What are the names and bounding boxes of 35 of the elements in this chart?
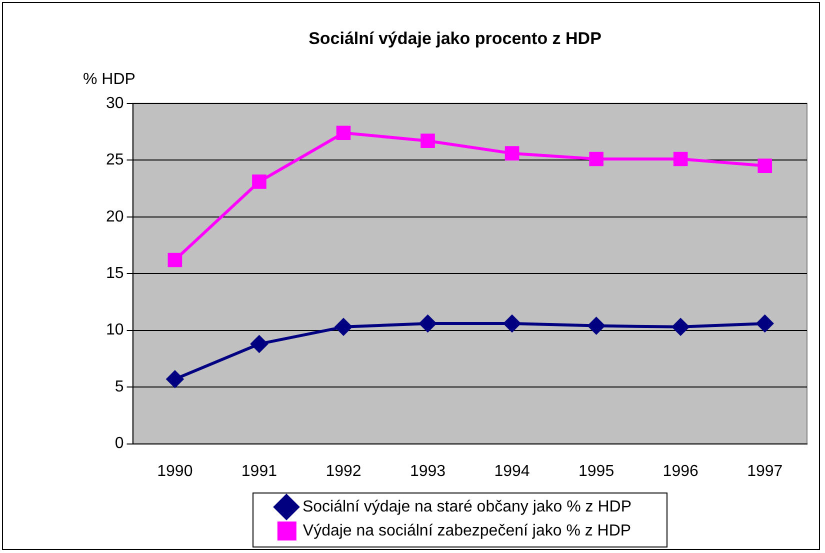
y-tick-label: 0 [114,435,124,452]
x-tick-label: 1994 [494,462,530,480]
x-tick-label: 1997 [747,462,783,480]
y-tick-label: 25 [106,152,124,169]
point [166,370,184,388]
x-tick-label: 1991 [241,462,278,480]
point [504,315,521,332]
y-tick-label: 10 [106,322,124,339]
y-tick-label: 5 [114,378,124,396]
y-tick-label: 20 [106,208,124,226]
point [672,318,690,336]
point [168,252,182,268]
legend-label: Výdaje na sociální zabezpečení jako % z HDP [302,522,632,540]
y-tick-label: 30 [106,94,124,112]
point [758,158,772,173]
point [756,315,774,332]
x-tick-label: 1990 [157,462,193,480]
point [336,126,351,140]
point [504,146,520,160]
x-tick-label: 1996 [662,462,698,480]
point [420,134,435,148]
legend-label: Sociální výdaje na staré občany jako % z HDP [302,498,632,516]
point [250,335,268,352]
y-tick-label: 15 [106,265,124,282]
point [588,317,605,334]
chart-title: Sociální výdaje jako procento z HDP [308,28,602,48]
point [252,174,266,189]
point [334,318,352,336]
point [673,152,688,166]
point [589,152,604,166]
x-tick-label: 1995 [578,462,614,480]
point [419,315,436,332]
x-tick-label: 1993 [410,462,446,480]
y-axis-title: % HDP [83,70,136,88]
x-tick-label: 1992 [326,462,362,480]
